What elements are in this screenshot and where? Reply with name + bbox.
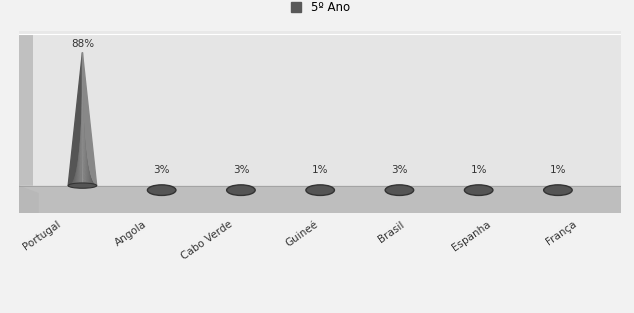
Polygon shape [79,72,82,186]
Polygon shape [77,99,82,186]
Polygon shape [621,186,634,216]
Text: Cabo Verde: Cabo Verde [179,219,234,262]
Polygon shape [82,126,91,186]
Polygon shape [82,72,85,186]
Ellipse shape [385,185,413,195]
Polygon shape [19,186,621,213]
Polygon shape [82,139,93,186]
Ellipse shape [226,185,255,195]
Ellipse shape [147,185,176,195]
Polygon shape [68,53,82,186]
Text: 1%: 1% [312,165,328,175]
Polygon shape [81,66,82,186]
Polygon shape [82,159,94,186]
Polygon shape [76,106,82,186]
Polygon shape [74,126,82,186]
Polygon shape [82,119,90,186]
Polygon shape [77,92,82,186]
Polygon shape [82,166,95,186]
Polygon shape [82,66,84,186]
Polygon shape [82,106,89,186]
Polygon shape [82,99,88,186]
Polygon shape [82,79,86,186]
Polygon shape [72,139,82,186]
Text: 1%: 1% [550,165,566,175]
Polygon shape [19,34,33,186]
Text: 88%: 88% [71,39,94,49]
Polygon shape [68,179,82,186]
Polygon shape [82,112,89,186]
Legend: 5º Ano: 5º Ano [290,1,350,14]
Polygon shape [82,152,94,186]
Ellipse shape [464,185,493,195]
Polygon shape [70,166,82,186]
Polygon shape [82,146,93,186]
Polygon shape [82,92,87,186]
Polygon shape [70,159,82,186]
Polygon shape [82,53,96,186]
Text: 3%: 3% [391,165,408,175]
Polygon shape [82,53,83,186]
Polygon shape [81,59,82,186]
Polygon shape [75,112,82,186]
Polygon shape [82,86,87,186]
Ellipse shape [68,183,96,188]
Polygon shape [82,132,92,186]
Ellipse shape [543,185,572,195]
Text: 3%: 3% [233,165,249,175]
Polygon shape [73,132,82,186]
Polygon shape [79,79,82,186]
Text: França: França [544,219,578,247]
Text: 3%: 3% [153,165,170,175]
Polygon shape [19,186,39,216]
Text: 1%: 1% [470,165,487,175]
Text: Brasil: Brasil [377,219,406,244]
Text: Angola: Angola [113,219,148,248]
Polygon shape [78,86,82,186]
Text: Portugal: Portugal [21,219,62,252]
Polygon shape [82,172,96,186]
Polygon shape [82,179,96,186]
Polygon shape [71,152,82,186]
Ellipse shape [306,185,334,195]
Polygon shape [75,119,82,186]
Polygon shape [72,146,82,186]
Polygon shape [19,186,634,193]
Polygon shape [69,172,82,186]
Polygon shape [82,59,84,186]
Text: Guineé: Guineé [284,219,320,249]
Text: Espanha: Espanha [450,219,492,253]
Bar [19,34,621,186]
